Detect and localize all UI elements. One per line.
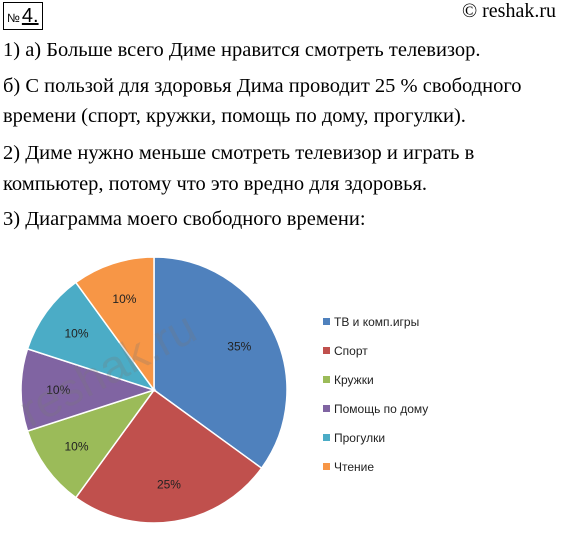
pie-slice-5 [74, 256, 155, 393]
pie-data-label-2: 10% [65, 439, 89, 453]
free-time-pie-chart: 35% 25% 10% 10% 10% 10% ТВ и комп.игры Спорт Кру… [20, 256, 428, 524]
legend-swatch-3 [323, 405, 330, 412]
legend-label-1: Спорт [334, 344, 368, 358]
pie-data-label-1: 25% [157, 478, 181, 492]
answer-line-1: 1) а) Больше всего Диме нравится смотрет… [3, 39, 481, 61]
legend-label-4: Прогулки [334, 431, 385, 445]
answer-line-2: б) С пользой для здоровья Дима проводит … [3, 75, 522, 97]
legend-label-0: ТВ и комп.игры [334, 315, 419, 329]
legend-label-2: Кружки [334, 373, 374, 387]
pie-slice-4 [26, 281, 156, 392]
answer-line-5: компьютер, потому что это вредно для здо… [3, 173, 427, 195]
task-number: 4. [21, 5, 39, 27]
legend-swatch-4 [323, 434, 330, 441]
answer-line-6: 3) Диаграмма моего свободного времени: [3, 208, 366, 230]
answer-line-3: времени (спорт, кружки, помощь по дому, … [3, 105, 466, 127]
legend-swatch-5 [323, 463, 330, 470]
pie-slice-0 [153, 256, 288, 470]
pie-data-label-5: 10% [112, 292, 136, 306]
pie-slice-3 [20, 347, 157, 433]
pie-slice-1 [74, 388, 263, 524]
number-sign: № [7, 11, 20, 25]
pie-data-label-0: 35% [227, 340, 251, 354]
answer-line-4: 2) Диме нужно меньше смотреть телевизор … [3, 142, 475, 164]
task-number-badge: № 4. [3, 2, 43, 30]
legend-label-3: Помощь по дому [334, 402, 428, 416]
copyright-notice: © reshak.ru [461, 0, 556, 22]
pie-data-label-3: 10% [46, 383, 70, 397]
legend-swatch-1 [323, 347, 330, 354]
pie-data-label-4: 10% [65, 327, 89, 341]
legend-label-5: Чтение [334, 460, 374, 474]
pie-slice-2 [26, 388, 156, 499]
legend-swatch-2 [323, 376, 330, 383]
legend-swatch-0 [323, 318, 330, 325]
